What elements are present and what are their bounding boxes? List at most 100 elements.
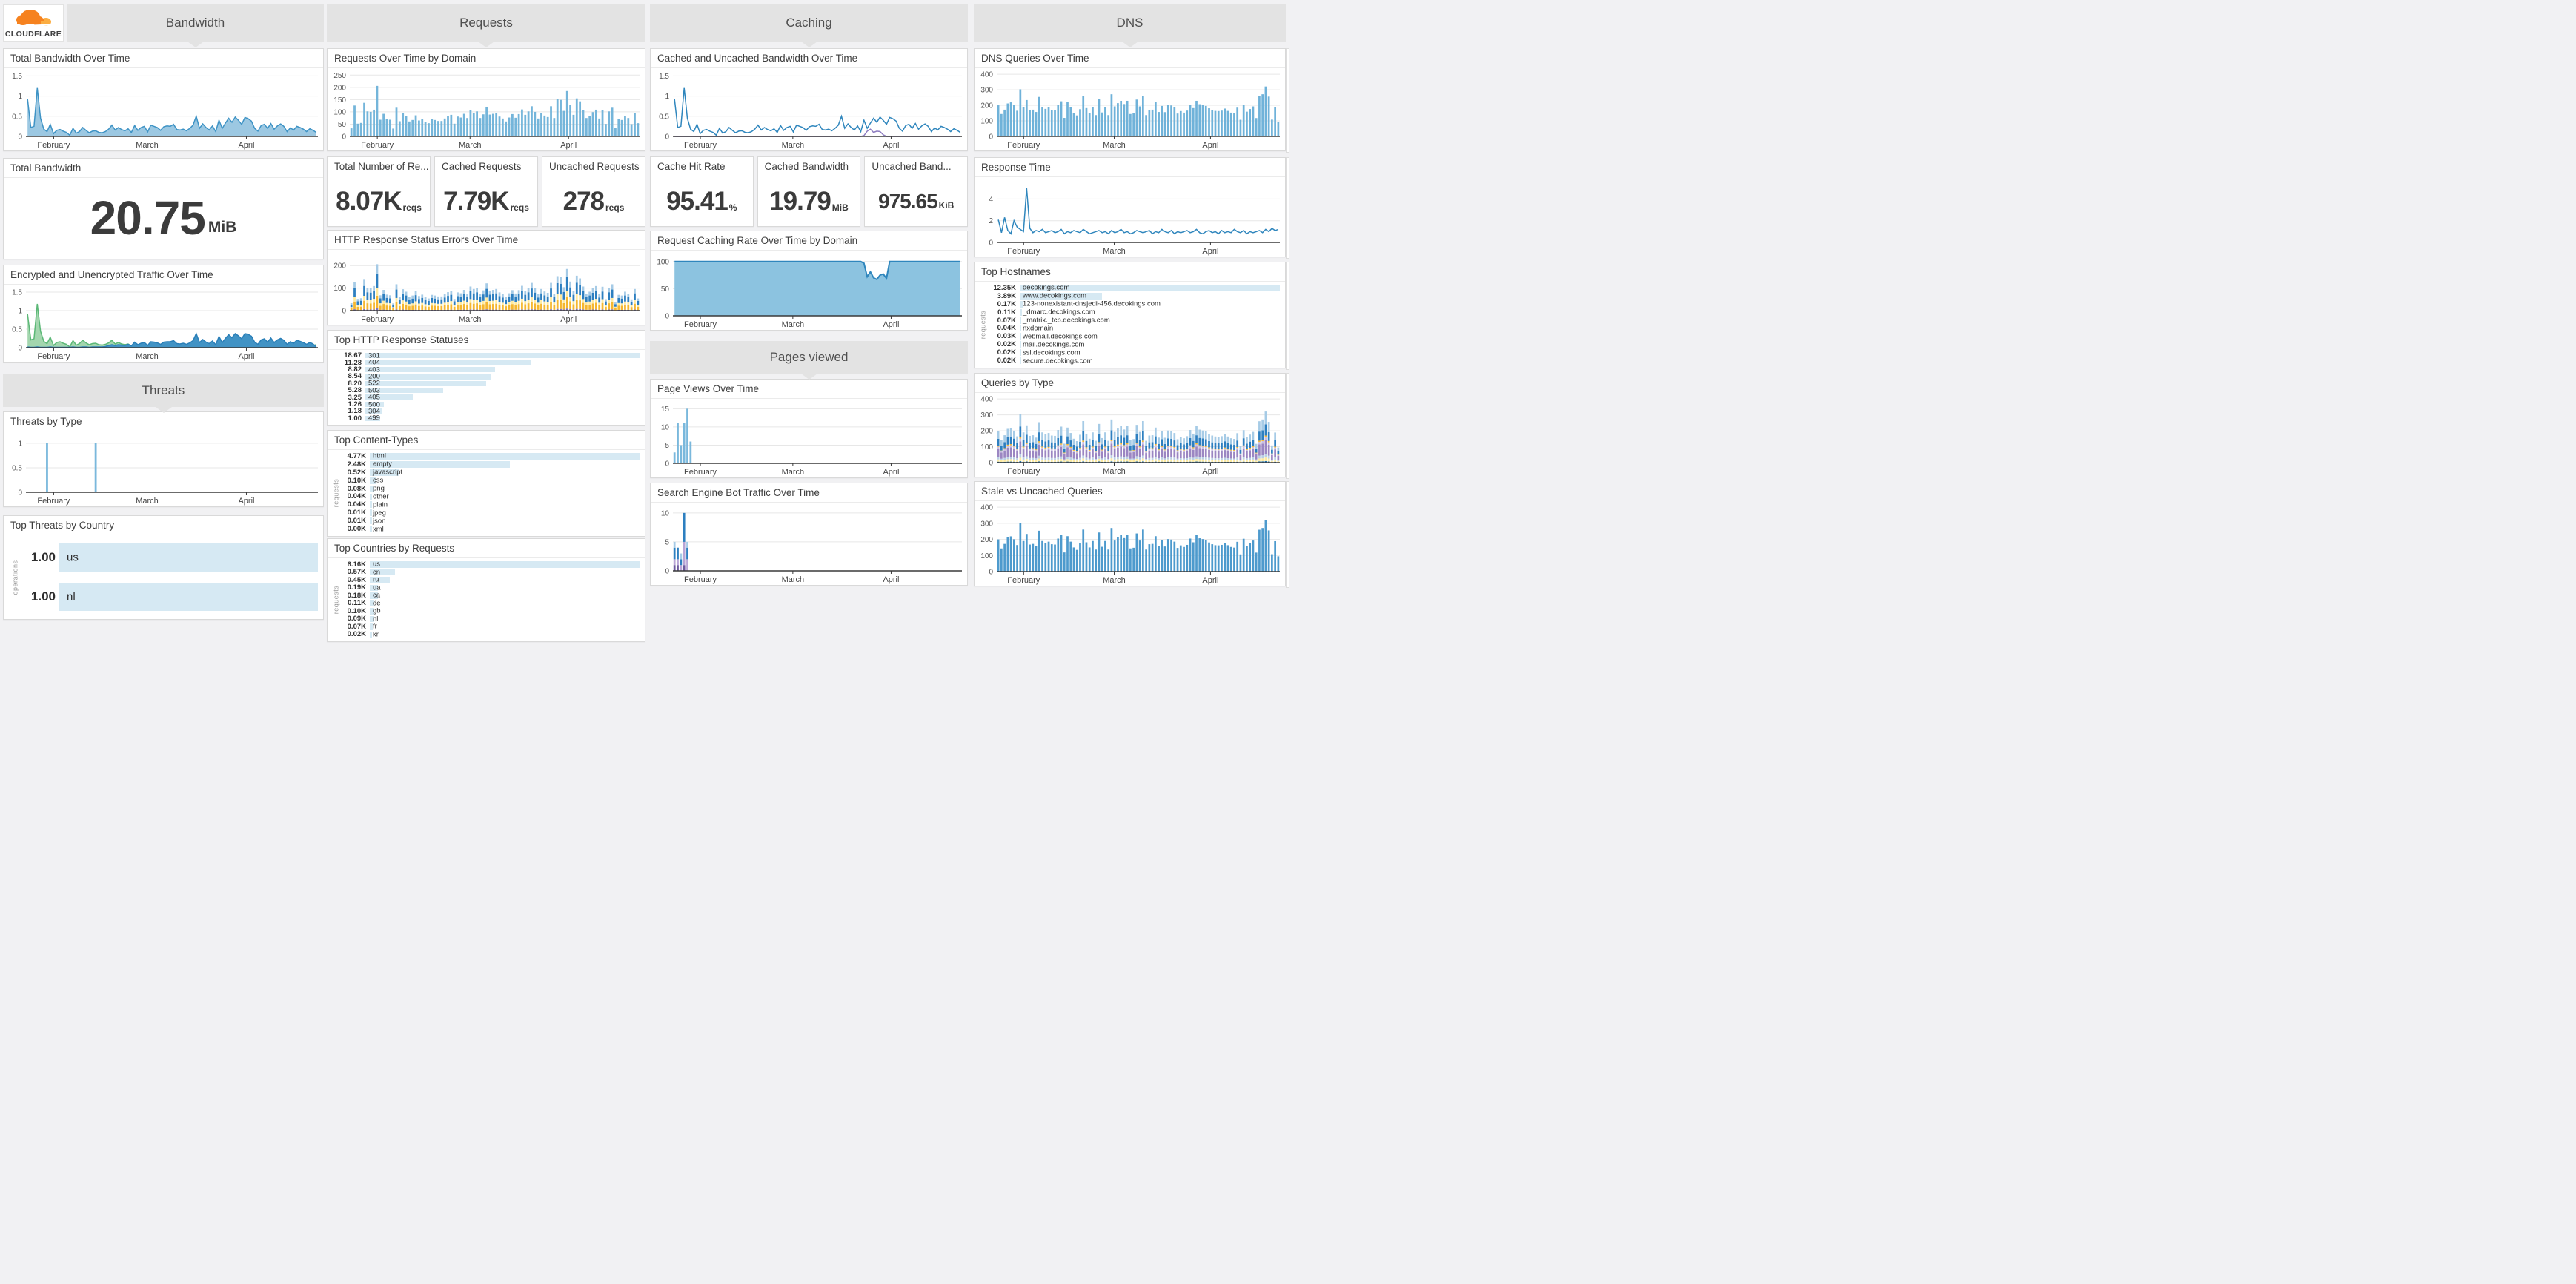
hbar-row[interactable]: 0.11K de [338, 599, 640, 608]
hbar-row[interactable]: 11.28 404 [338, 358, 640, 367]
hbar-row[interactable]: 1.18 304 [338, 407, 640, 415]
request-caching-rate-chart[interactable]: 0 50 100 February March April [651, 251, 967, 330]
hbar-row[interactable]: 18.67 301 [338, 351, 640, 360]
hbar-value: 0.01K [347, 509, 366, 517]
hbar-row[interactable]: 3.89K www.decokings.com [985, 292, 1280, 300]
svg-text:April: April [1202, 141, 1218, 150]
svg-text:March: March [136, 352, 159, 361]
http-errors-chart[interactable]: 0 100 200 February March April [328, 250, 645, 325]
bot-traffic-chart[interactable]: 0 5 10 February March April [651, 503, 967, 585]
hbar-value: 0.03K [997, 332, 1016, 341]
hbar-row[interactable]: 0.11K _dmarc.decokings.com [985, 308, 1280, 317]
top-http-statuses-chart[interactable]: 18.67 301 11.28 404 8.82 403 8.54 200 8.20 522 5.2… [328, 350, 645, 425]
svg-text:April: April [1202, 576, 1218, 585]
top-content-types-chart[interactable]: requests 4.77K html 2.48K empty 0.52K javascri… [328, 450, 645, 536]
hbar-row[interactable]: 4.77K html [338, 452, 640, 460]
hbar-row[interactable]: 0.02K mail.decokings.com [985, 340, 1280, 348]
hbar-label: 499 [368, 414, 380, 423]
hbar-row[interactable]: 8.82 403 [338, 365, 640, 374]
cloudflare-cloud-icon: CLOUDFLARE [5, 10, 62, 39]
svg-text:February: February [684, 468, 717, 477]
svg-text:1: 1 [18, 440, 22, 448]
hbar-bar [370, 592, 378, 599]
hbar-label: de [373, 599, 381, 608]
threats-by-type-chart[interactable]: 0 0.5 1 February March April [4, 431, 323, 506]
hbar-bar [365, 380, 486, 387]
hbar-bar [370, 623, 374, 630]
hbar-row[interactable]: 0.57K cn [338, 568, 640, 576]
requests-over-time-chart[interactable]: 0 50 100 150 200 250 February March April [328, 68, 645, 150]
hbar-value: 11.28 [344, 358, 362, 367]
response-time-chart[interactable]: 0 2 4 February March April [975, 177, 1285, 257]
svg-text:March: March [459, 315, 482, 324]
hbar-row[interactable]: 1.00 nl [17, 582, 318, 611]
hbar-row[interactable]: 0.18K ca [338, 592, 640, 600]
hbar-row[interactable]: 1.00 499 [338, 414, 640, 423]
hbar-row[interactable]: 2.48K empty [338, 460, 640, 469]
hbar-value: 5.28 [348, 386, 362, 395]
hbar-bar [370, 493, 373, 500]
top-threats-by-country-chart[interactable]: operations 1.00 us 1.00 nl [4, 535, 323, 619]
hbar-row[interactable]: 0.52K javascript [338, 469, 640, 477]
hbar-row[interactable]: 0.17K 123-nonexistant-dnsjedi-456.decokin… [985, 300, 1280, 308]
hbar-row[interactable]: 0.01K json [338, 517, 640, 525]
hbar-row[interactable]: 0.08K png [338, 485, 640, 493]
svg-text:0.5: 0.5 [12, 113, 22, 121]
svg-text:0: 0 [665, 460, 669, 469]
hbar-bar [365, 374, 491, 380]
svg-text:1.5: 1.5 [12, 289, 22, 297]
page-views-chart[interactable]: 0 5 10 15 February March April [651, 399, 967, 477]
hbar-label: ru [373, 575, 379, 584]
hbar-row[interactable]: 3.25 405 [338, 394, 640, 402]
hbar-value: 6.16K [347, 560, 366, 569]
hbar-row[interactable]: 8.20 522 [338, 380, 640, 388]
total-bandwidth-over-time-chart[interactable]: 0 0.5 1 1.5 February March April [4, 68, 323, 150]
hbar-row[interactable]: 0.03K webmail.decokings.com [985, 332, 1280, 341]
hbar-bar [370, 615, 374, 622]
hbar-row[interactable]: 12.35K decokings.com [985, 284, 1280, 292]
svg-text:10: 10 [661, 423, 670, 431]
hbar-row[interactable]: 0.04K other [338, 492, 640, 500]
encrypted-traffic-chart[interactable]: 0 0.5 1 1.5 February March April [4, 285, 323, 362]
svg-text:1: 1 [665, 93, 669, 101]
hbar-row[interactable]: 1.26 500 [338, 400, 640, 408]
hbar-row[interactable]: 0.10K css [338, 477, 640, 485]
top-hostnames-chart[interactable]: requests 12.35K decokings.com 3.89K www.deco… [975, 282, 1285, 368]
hbar-row[interactable]: 5.28 503 [338, 386, 640, 395]
hbar-bar [370, 569, 395, 575]
metric-value: 19.79 [769, 186, 831, 216]
hbar-row[interactable]: 0.02K ssl.decokings.com [985, 348, 1280, 357]
hbar-row[interactable]: 0.09K nl [338, 615, 640, 623]
hbar-row[interactable]: 0.45K ru [338, 575, 640, 584]
hbar-row[interactable]: 0.01K jpeg [338, 509, 640, 517]
metric-unit: MiB [208, 219, 237, 236]
svg-text:4: 4 [989, 196, 993, 204]
hbar-row[interactable]: 8.54 200 [338, 372, 640, 380]
cloudflare-logo[interactable]: CLOUDFLARE [3, 4, 64, 42]
metric-unit: reqs [402, 202, 422, 214]
queries-by-type-chart[interactable]: 0 100 200 300 400 February March April [975, 393, 1285, 477]
top-countries-chart[interactable]: requests 6.16K us 0.57K cn 0.45K ru 0.19K ua 0.18… [328, 558, 645, 641]
stale-uncached-queries-chart[interactable]: 0 100 200 300 400 February March April [975, 501, 1285, 586]
hbar-row[interactable]: 0.19K ua [338, 583, 640, 592]
header-notch [478, 42, 494, 47]
panel-title: HTTP Response Status Errors Over Time [328, 231, 645, 250]
hbar-row[interactable]: 0.02K secure.decokings.com [985, 357, 1280, 365]
svg-text:2: 2 [989, 217, 993, 225]
svg-text:0.5: 0.5 [659, 113, 669, 121]
hbar-label: kr [373, 630, 379, 639]
hbar-row[interactable]: 0.04K nxdomain [985, 324, 1280, 332]
hbar-row[interactable]: 0.00K xml [338, 525, 640, 533]
hbar-row[interactable]: 0.07K _matrix._tcp.decokings.com [985, 317, 1280, 325]
metric-unit: % [728, 202, 737, 214]
hbar-row[interactable]: 1.00 us [17, 543, 318, 572]
metric-value: 8.07K [336, 186, 402, 216]
cached-uncached-bandwidth-chart[interactable]: 0 0.5 1 1.5 February March April [651, 68, 967, 150]
dns-queries-chart[interactable]: 0 100 200 300 400 February March April [975, 68, 1285, 150]
hbar-row[interactable]: 0.02K kr [338, 630, 640, 639]
hbar-row[interactable]: 6.16K us [338, 560, 640, 569]
svg-text:250: 250 [333, 72, 346, 80]
hbar-row[interactable]: 0.10K gb [338, 607, 640, 615]
hbar-row[interactable]: 0.07K fr [338, 623, 640, 631]
hbar-row[interactable]: 0.04K plain [338, 500, 640, 509]
